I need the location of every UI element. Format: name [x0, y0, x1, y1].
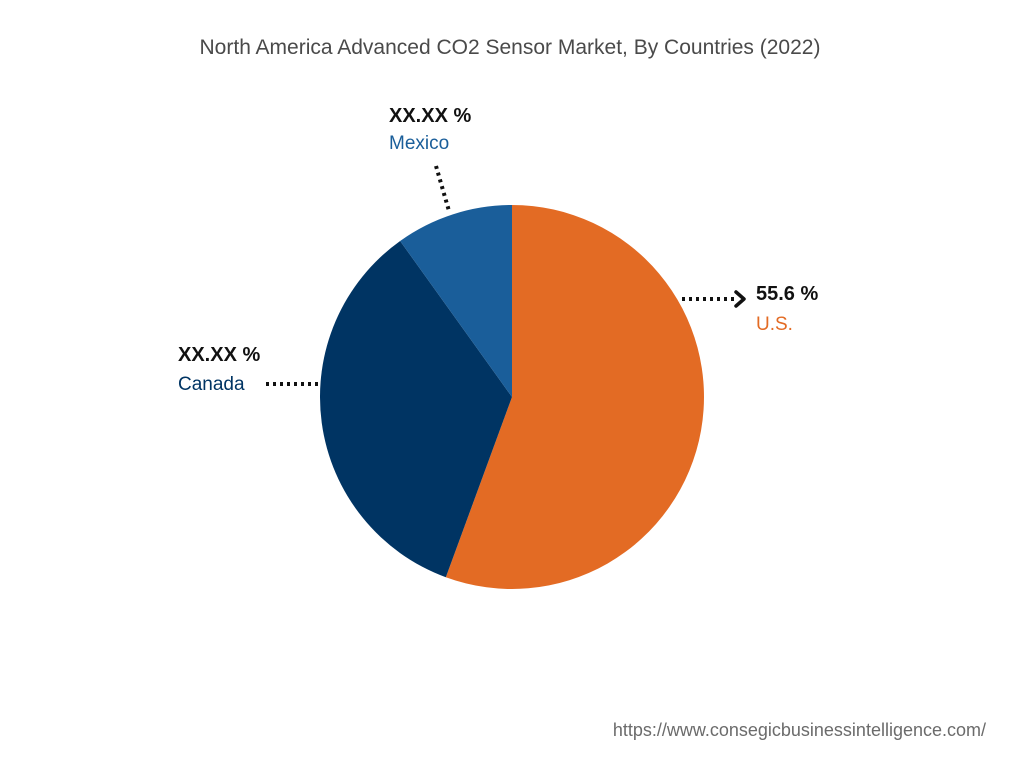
pie-slices — [319, 205, 704, 589]
chart-title: North America Advanced CO2 Sensor Market… — [199, 36, 821, 59]
arrow-right-icon — [734, 290, 746, 308]
leader-line-mexico — [434, 165, 451, 212]
us-country-label: U.S. — [756, 314, 793, 335]
canada-country-label: Canada — [178, 374, 245, 395]
canada-percent-label: XX.XX % — [178, 344, 261, 366]
mexico-country-label: Mexico — [389, 133, 450, 154]
pie-slice-mexico — [400, 205, 512, 397]
pie-slice-u-s — [445, 205, 704, 589]
mexico-percent-label: XX.XX % — [389, 105, 472, 127]
pie-slice-canada — [319, 240, 512, 578]
us-percent-label: 55.6 % — [756, 283, 819, 305]
source-url: https://www.consegicbusinessintelligence… — [612, 720, 986, 740]
